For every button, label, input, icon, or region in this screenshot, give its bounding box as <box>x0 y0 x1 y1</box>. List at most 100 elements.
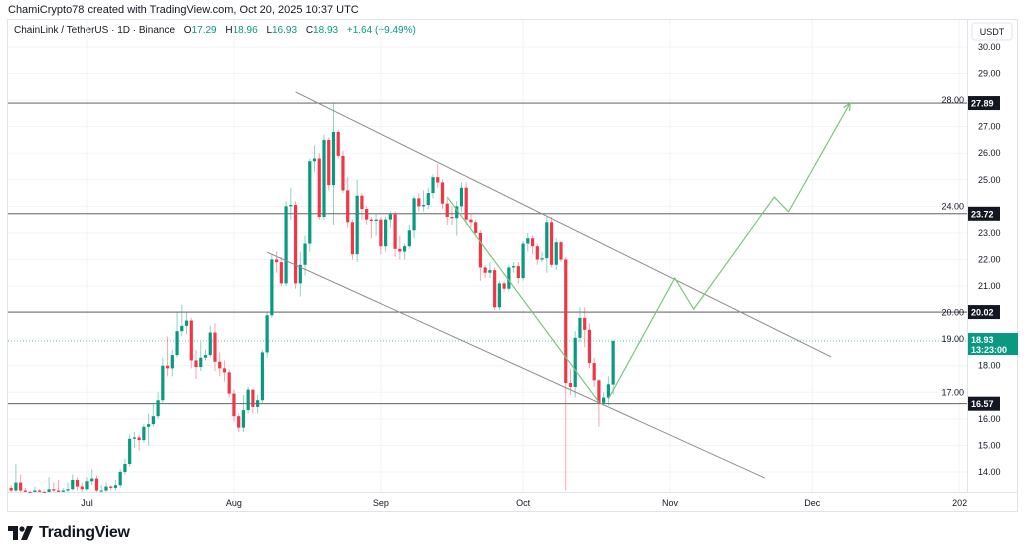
candle <box>474 219 478 236</box>
candle-body <box>450 216 454 219</box>
candle <box>80 482 84 492</box>
candle-body <box>293 205 298 284</box>
projection-path[interactable] <box>607 102 851 400</box>
x-tick-label: Aug <box>226 498 242 508</box>
candle <box>189 317 193 369</box>
candle-body <box>142 426 146 441</box>
candle-body <box>549 222 554 265</box>
candle-body <box>564 259 568 383</box>
candle-body <box>208 332 212 356</box>
candle-body <box>99 490 103 492</box>
candle <box>284 201 288 287</box>
candle <box>94 475 99 492</box>
candle-body <box>521 243 525 279</box>
candle <box>592 357 596 387</box>
close-value: 18.93 <box>313 25 339 36</box>
candle-body <box>298 264 302 284</box>
candle <box>298 251 302 297</box>
time-axis[interactable]: Jul Aug Sep Oct Nov Dec 2026 <box>81 498 972 508</box>
candle-body <box>606 384 610 398</box>
candle <box>431 174 435 199</box>
candle <box>568 368 573 395</box>
candle <box>208 325 212 358</box>
candle <box>199 341 203 372</box>
candle-body <box>502 283 506 289</box>
candle <box>412 195 416 239</box>
candle <box>327 137 331 191</box>
candles <box>9 102 615 493</box>
candle-body <box>327 139 331 186</box>
candle <box>464 182 468 225</box>
candle <box>151 402 155 427</box>
candle <box>246 386 250 414</box>
candle-body <box>61 490 65 492</box>
candle <box>564 256 568 491</box>
chart-frame <box>7 19 1018 512</box>
candle <box>23 487 27 492</box>
candle <box>402 243 407 260</box>
candle-body <box>431 177 435 194</box>
candle-body <box>256 400 260 407</box>
y-tick-label: 21.00 <box>978 281 1001 291</box>
tradingview-logo[interactable]: TradingView <box>8 524 130 542</box>
candle-body <box>530 238 535 247</box>
candle <box>322 134 326 220</box>
candle-body <box>109 486 113 488</box>
candle-body <box>317 158 321 217</box>
candle-body <box>71 479 75 490</box>
channel-trendline[interactable] <box>295 91 832 358</box>
candle-body <box>573 337 577 387</box>
candle <box>369 216 373 239</box>
candle <box>355 179 359 263</box>
candle-body <box>246 389 250 411</box>
candle-body <box>331 131 336 186</box>
candle-body <box>75 479 80 487</box>
candle <box>251 389 255 414</box>
candle-body <box>303 243 307 265</box>
candle <box>104 482 108 492</box>
candle <box>260 349 264 403</box>
candle-body <box>23 490 27 492</box>
candle-body <box>227 372 231 394</box>
candle <box>165 336 170 377</box>
candle <box>502 280 506 292</box>
candle-body <box>545 222 549 259</box>
horizontal-levels <box>8 102 967 405</box>
candle-body <box>289 205 293 207</box>
level-price-badge <box>968 396 1000 411</box>
candle-body <box>426 193 430 206</box>
candle <box>545 216 549 273</box>
candle <box>170 349 174 377</box>
candle-body <box>445 203 449 217</box>
candle <box>512 262 516 273</box>
candle <box>218 352 222 377</box>
candle <box>265 312 269 358</box>
symbol-name[interactable]: ChainLink / TetherUS · 1D · Binance <box>14 25 176 36</box>
candle-body <box>597 380 601 403</box>
candle <box>42 490 46 493</box>
candle-body <box>478 232 483 268</box>
x-tick-label: Jul <box>81 498 93 508</box>
candle-body <box>118 471 122 486</box>
candle-body <box>270 259 274 316</box>
channel-trendline[interactable] <box>266 251 766 479</box>
brand-name: TradingView <box>39 524 130 541</box>
candle-body <box>218 361 222 369</box>
candle <box>530 235 535 255</box>
candle-body <box>516 266 520 279</box>
currency-button[interactable] <box>971 22 1013 41</box>
candle <box>365 206 369 225</box>
high-label: H <box>225 25 233 36</box>
candle <box>237 413 241 433</box>
candle-body <box>346 190 350 223</box>
price-axis[interactable]: 30.00 29.00 28.00 27.00 26.00 25.00 24.00 23.00… <box>941 42 1018 477</box>
candle-body <box>94 478 99 491</box>
open-label: O <box>183 25 192 36</box>
candle-body <box>156 400 160 417</box>
last-price-label: 18.93 <box>971 335 994 345</box>
candle <box>137 434 141 451</box>
projection-path[interactable] <box>446 196 600 403</box>
candle <box>99 485 103 492</box>
candle-body <box>602 397 606 403</box>
